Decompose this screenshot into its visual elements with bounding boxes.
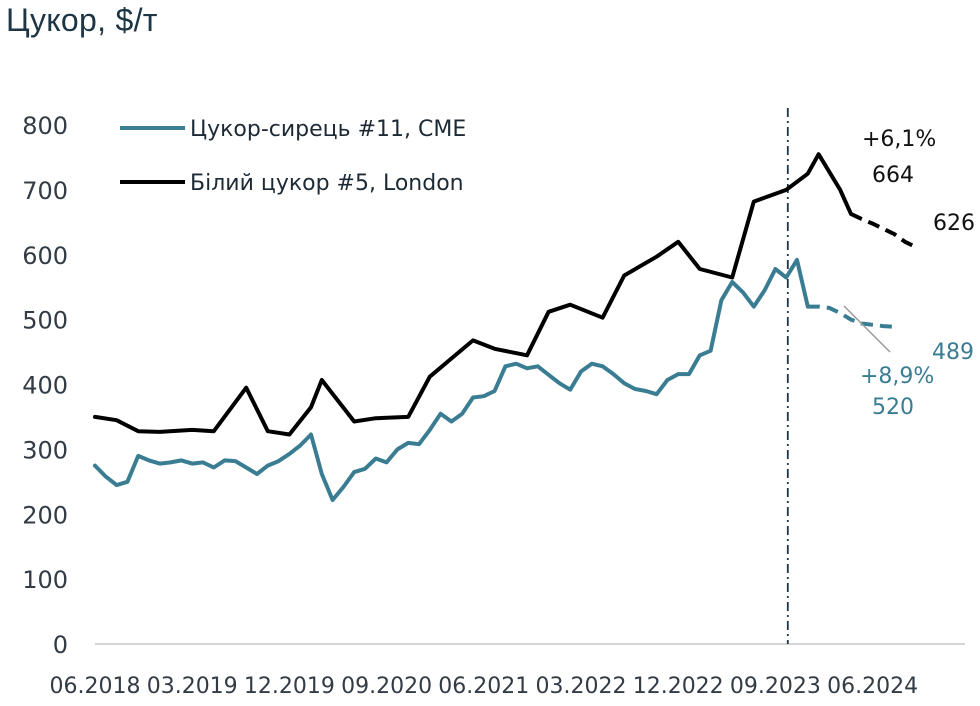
y-tick-label: 800 xyxy=(22,112,68,140)
chart-title: Цукор, $/т xyxy=(6,2,158,38)
annotation-raw-change: +8,9% xyxy=(860,364,934,389)
legend: Цукор-сирець #11, CME Білий цукор #5, Lo… xyxy=(120,117,466,196)
annotation-raw-end: 489 xyxy=(932,340,974,365)
y-tick-label: 400 xyxy=(22,372,68,400)
x-tick-label: 09.2020 xyxy=(341,674,432,699)
legend-label-raw: Цукор-сирець #11, CME xyxy=(190,117,466,142)
x-axis: 06.2018 03.2019 12.2019 09.2020 06.2021 03.20… xyxy=(50,674,919,699)
series-forecast-raw xyxy=(807,304,895,329)
x-tick-label: 12.2019 xyxy=(244,674,335,699)
annotation-white-start: 664 xyxy=(872,163,914,188)
y-tick-label: 300 xyxy=(22,436,68,464)
annotation-white-change: +6,1% xyxy=(862,127,936,152)
y-tick-label: 0 xyxy=(53,631,68,659)
series-line-raw xyxy=(93,257,810,502)
series-layer xyxy=(93,152,917,502)
series-forecast-white xyxy=(850,212,917,249)
series-line-white xyxy=(93,152,853,437)
x-tick-label: 09.2023 xyxy=(730,674,821,699)
y-tick-label: 600 xyxy=(22,242,68,270)
annotation-raw-leader xyxy=(843,305,891,353)
annotation-white-end: 626 xyxy=(933,211,975,236)
x-tick-label: 06.2018 xyxy=(50,674,141,699)
x-tick-label: 06.2021 xyxy=(438,674,529,699)
x-tick-label: 12.2022 xyxy=(633,674,724,699)
y-tick-label: 100 xyxy=(22,566,68,594)
y-tick-label: 200 xyxy=(22,501,68,529)
legend-label-white: Білий цукор #5, London xyxy=(190,171,464,196)
x-tick-label: 06.2024 xyxy=(827,674,918,699)
annotation-raw-start: 520 xyxy=(872,395,914,420)
y-axis: 0 100 200 300 400 500 600 700 800 xyxy=(22,112,68,659)
y-tick-label: 700 xyxy=(22,177,68,205)
y-tick-label: 500 xyxy=(22,307,68,335)
x-tick-label: 03.2019 xyxy=(147,674,238,699)
x-tick-label: 03.2022 xyxy=(536,674,627,699)
